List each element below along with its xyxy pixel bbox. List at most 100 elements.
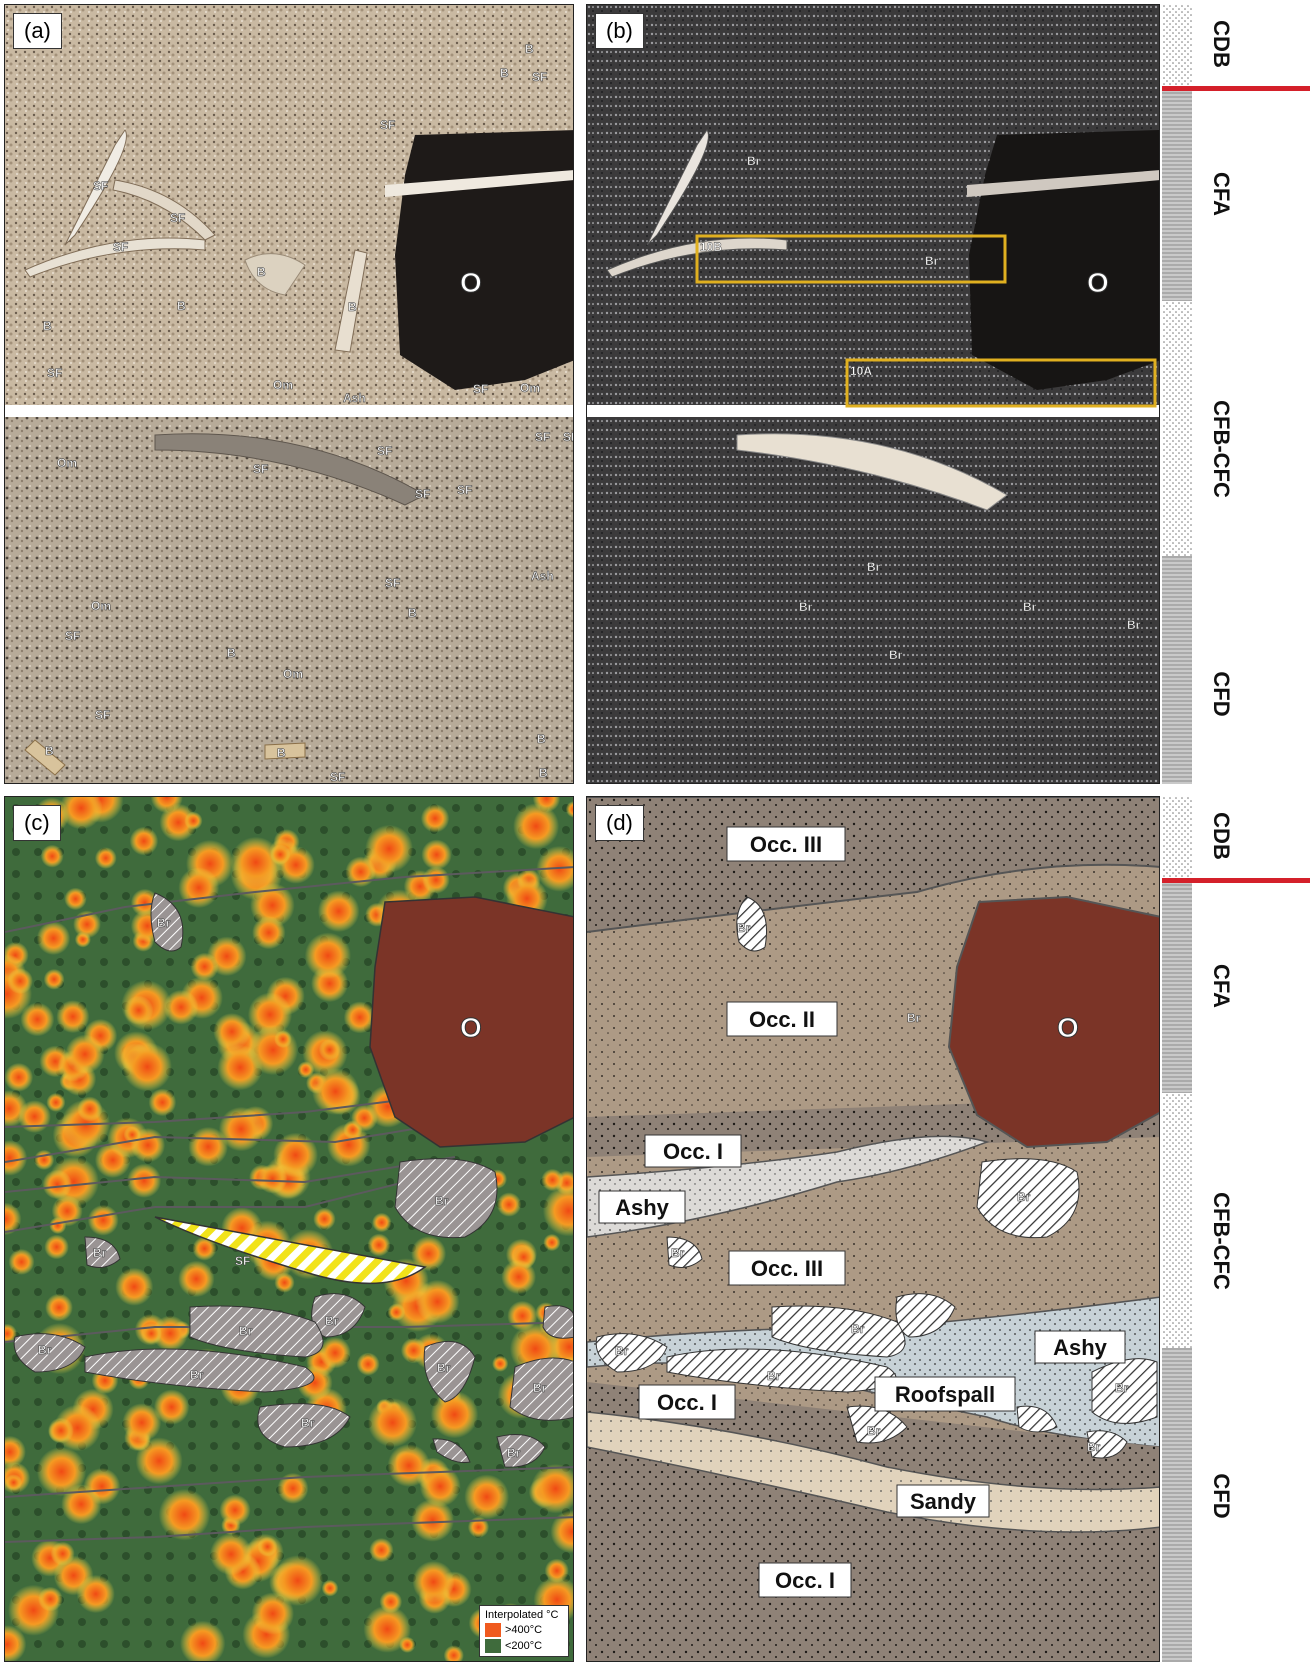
heat-spot: [8, 1248, 35, 1275]
label-br: Br: [889, 648, 903, 662]
label-b: B: [525, 42, 534, 56]
label-sf: SF: [253, 462, 268, 476]
unit-ashy-upper: Ashy: [615, 1195, 670, 1220]
heat-spot: [56, 1000, 90, 1034]
heat-spot: [443, 1645, 464, 1661]
heat-spot: [379, 1590, 403, 1614]
heat-spot: [251, 1592, 294, 1635]
heat-spot: [77, 1096, 103, 1122]
heat-spot: [5, 1202, 22, 1236]
heat-spot: [543, 1233, 561, 1252]
heat-spot: [38, 1586, 63, 1612]
heat-spot: [153, 1389, 190, 1425]
heat-spot: [312, 1068, 359, 1115]
label-br: Br: [239, 1324, 253, 1338]
label-sf: SF: [535, 430, 550, 444]
label-sf: SF: [377, 444, 392, 458]
heat-spot: [94, 847, 117, 869]
heat-spot: [7, 968, 33, 994]
label-sf: SF: [65, 629, 80, 643]
heat-spot: [158, 1489, 211, 1541]
heat-spot: [368, 1398, 417, 1448]
heat-spot: [184, 811, 203, 830]
label-br: Br: [38, 1343, 52, 1357]
heat-spot: [250, 883, 295, 928]
label-o: O: [460, 267, 482, 298]
heat-spot: [5, 1625, 27, 1661]
label-br: Br: [157, 916, 171, 930]
heat-spot: [188, 1126, 228, 1167]
label-b: B: [177, 299, 186, 313]
heat-spot: [124, 995, 154, 1025]
strat-column-bottom: CDB CFA CFB-CFC CFD: [1162, 796, 1310, 1662]
heat-spot: [5, 1062, 34, 1092]
heat-spot: [270, 844, 291, 865]
heat-spot: [159, 803, 198, 842]
label-sf: SF: [330, 770, 345, 784]
heat-spot: [5, 1140, 28, 1176]
heat-spot: [318, 1039, 341, 1061]
heat-spot: [411, 1498, 454, 1542]
label-b: B: [257, 265, 266, 279]
panel-d-labels: Br Br O Br Br Br Br Br Br Br Br: [615, 921, 1129, 1455]
heat-spot: [87, 1204, 119, 1236]
unit-occ-ii: Occ. II: [749, 1007, 815, 1032]
panel-a: (a): [4, 4, 574, 784]
heat-spot: [496, 1192, 522, 1217]
heat-spot: [50, 1541, 75, 1566]
label-br: Br: [1087, 1440, 1101, 1454]
label-ash: Ash: [343, 391, 366, 405]
heat-spot: [356, 1352, 380, 1376]
panel-b-labels: Br Br O Br Br Br Br Br: [747, 154, 1141, 663]
legend-title: Interpolated °C: [485, 1609, 559, 1621]
temperature-legend: Interpolated °C >400°C <200°C: [479, 1605, 569, 1657]
heat-spot: [252, 915, 286, 950]
heat-spot: [127, 1163, 162, 1198]
label-sf: SF: [473, 382, 488, 396]
heat-spot: [365, 824, 413, 873]
panel-d-units: Occ. III Occ. II Occ. I Ashy Occ. III As…: [598, 826, 1126, 1598]
label-br: Br: [1127, 618, 1141, 632]
legend-low-swatch: [485, 1639, 501, 1653]
panel-a-labels: B B SF SF SF SF SF B B B B SF Om Ash SF …: [43, 42, 573, 784]
heat-spot: [501, 1259, 536, 1295]
heat-spot: [277, 1472, 309, 1504]
panel-a-label: (a): [13, 13, 62, 49]
heat-spot: [65, 1034, 105, 1074]
panel-c-label: (c): [13, 805, 61, 841]
label-sf: SF: [47, 366, 62, 380]
heat-spot: [247, 992, 293, 1037]
heat-spot: [419, 1465, 461, 1507]
label-sf: SF: [235, 1254, 250, 1268]
heat-spot: [73, 910, 101, 939]
heat-spot: [274, 1030, 292, 1048]
strat-bottom-cfa: CFA: [1209, 964, 1234, 1008]
label-br: Br: [507, 1446, 521, 1460]
unit-occ-i-middle: Occ. I: [657, 1390, 717, 1415]
unit-occ-iii-middle: Occ. III: [751, 1256, 823, 1281]
legend-high: >400°C: [505, 1624, 543, 1636]
heat-spot: [464, 1474, 510, 1520]
label-br: Br: [747, 154, 761, 168]
unit-occ-iii-top: Occ. III: [750, 832, 822, 857]
label-sf: SF: [457, 483, 472, 497]
label-b: B: [500, 66, 509, 80]
label-sf: SF: [170, 211, 185, 225]
unit-occ-i-upper: Occ. I: [663, 1139, 723, 1164]
label-sf: SF: [95, 708, 110, 722]
heat-spot: [115, 1267, 154, 1306]
heat-spot: [152, 1315, 188, 1352]
label-om: Om: [283, 667, 303, 681]
heat-spot: [411, 1236, 447, 1272]
panel-d-diagram: Occ. III Occ. II Occ. I Ashy Occ. III As…: [587, 797, 1159, 1661]
heat-spot: [192, 1236, 217, 1261]
label-o: O: [1087, 267, 1109, 298]
label-br: Br: [1023, 600, 1037, 614]
label-om: Om: [273, 378, 293, 392]
label-b: B: [539, 766, 548, 780]
heat-spot: [257, 1164, 288, 1194]
heat-spot: [34, 1149, 55, 1170]
heat-spot: [363, 1605, 411, 1653]
heat-spot: [304, 932, 351, 979]
heat-spot: [541, 1168, 564, 1192]
